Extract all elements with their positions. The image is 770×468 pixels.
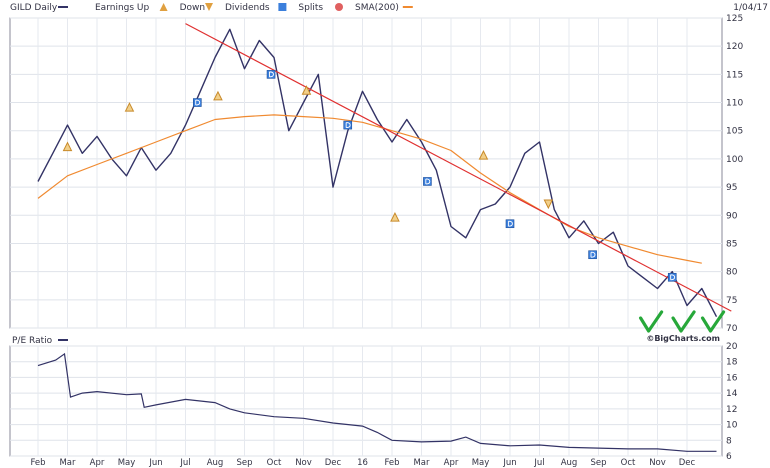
x-tick-label: Dec [325,458,342,468]
annotation-checkmarks [639,310,726,333]
sma-200-line [37,114,702,264]
legend-label: Splits [298,3,323,13]
dividend-marker [588,250,597,260]
legend-label: Dividends [225,3,270,13]
x-tick-label: Oct [621,458,636,468]
price-y-tick-label: 95 [726,183,737,193]
legend-marker-split [335,3,343,11]
dividend-marker-glyph [670,274,676,281]
x-tick-label: Nov [295,458,312,468]
pe-y-tick-label: 14 [726,389,738,399]
price-events [62,70,677,282]
pe-y-tick-label: 10 [726,421,738,431]
legend-label: Down [180,3,206,13]
dividend-marker-glyph [195,99,201,106]
pe-title: P/E Ratio [12,336,53,346]
watermark: ©BigCharts.com [646,334,720,343]
price-y-tick-label: 75 [726,296,737,306]
price-y-tick-label: 70 [726,324,738,334]
x-tick-label: Nov [649,458,666,468]
earnings-down-marker [543,199,554,210]
price-y-tick-label: 80 [726,268,738,278]
checkmark-annotation [639,310,664,333]
pe-y-axis: 6 8 10 12 14 16 18 20 [726,342,738,462]
price-y-tick-label: 110 [726,99,743,109]
price-y-tick-label: 105 [726,127,743,137]
x-tick-label: Aug [207,458,224,468]
x-tick-label: Jun [148,458,162,468]
x-tick-label: Feb [384,458,399,468]
date-label: 1/04/17 [733,3,768,13]
pe-plot-frame [9,345,723,457]
x-tick-label: Apr [444,458,459,468]
legend-marker-dividend [278,3,287,11]
x-tick-label: Mar [413,458,430,468]
legend: Earnings Up Down Dividends Splits SMA(200) [95,3,413,13]
pe-y-tick-label: 6 [726,452,732,462]
pe-panel: P/E Ratio 6 8 10 12 14 16 18 20 [9,336,738,462]
pe-series-line [37,352,717,452]
price-panel: 70 75 80 85 90 95 100 105 110 115 120 125 ©BigChart… [9,14,743,343]
pe-grid [10,345,722,457]
x-tick-label: Aug [561,458,578,468]
earnings-up-marker [213,90,223,101]
pe-y-tick-label: 12 [726,405,737,415]
x-tick-label: Jun [502,458,516,468]
x-tick-label: May [118,458,136,468]
x-tick-label: 16 [357,458,368,468]
x-axis: Feb Mar Apr May Jun Jul Aug Sep Oct Nov Dec 16 Feb Ma… [30,458,695,468]
x-tick-label: Jul [533,458,544,468]
dividend-marker-glyph [269,71,274,78]
earnings-up-marker [390,211,400,222]
pe-series [37,352,717,452]
x-tick-label: Sep [236,458,252,468]
pe-y-tick-label: 8 [726,436,732,446]
pe-y-tick-label: 18 [726,358,738,368]
legend-label: Earnings Up [95,3,150,13]
earnings-up-marker [124,102,135,112]
legend-label: SMA(200) [355,3,399,13]
x-tick-label: Feb [30,458,45,468]
dividend-marker-glyph [507,220,513,227]
checkmark-annotation [671,310,696,333]
x-tick-label: Dec [679,458,696,468]
x-tick-label: Sep [590,458,606,468]
x-tick-label: Jul [179,458,190,468]
price-y-tick-label: 120 [726,42,743,52]
dividend-marker-glyph [590,251,596,258]
pe-y-tick-label: 20 [726,342,738,352]
earnings-up-marker [62,141,73,152]
ticker-label: GILD Daily [10,3,58,13]
x-tick-label: Mar [59,458,76,468]
dividend-marker [266,70,276,79]
pe-y-tick-label: 16 [726,373,738,383]
trendline [185,23,732,312]
legend-marker-earnings-up [159,3,168,11]
price-plot-frame [9,17,723,329]
dividend-marker [423,177,432,186]
x-tick-label: May [472,458,490,468]
price-y-tick-label: 100 [726,155,743,165]
dividend-marker-glyph [425,178,431,185]
earnings-up-marker [301,85,312,95]
price-series [37,23,732,318]
price-y-tick-label: 125 [726,14,743,24]
dividend-marker [667,272,677,282]
dividend-marker [505,219,515,229]
price-grid [10,17,722,329]
price-y-axis: 70 75 80 85 90 95 100 105 110 115 120 125 [726,14,743,334]
x-tick-label: Apr [90,458,105,468]
legend-marker-earnings-down [205,3,213,11]
price-y-tick-label: 90 [726,211,738,221]
earnings-up-marker [478,149,489,160]
dividend-marker [343,120,353,130]
price-y-tick-label: 85 [726,239,737,249]
x-tick-label: Oct [267,458,282,468]
checkmark-annotation [700,310,726,333]
chart-header: GILD Daily Earnings Up Down Dividends Split… [10,3,768,13]
dividend-marker-glyph [345,122,351,129]
price-y-tick-label: 115 [726,70,743,80]
dividend-marker [193,98,202,107]
